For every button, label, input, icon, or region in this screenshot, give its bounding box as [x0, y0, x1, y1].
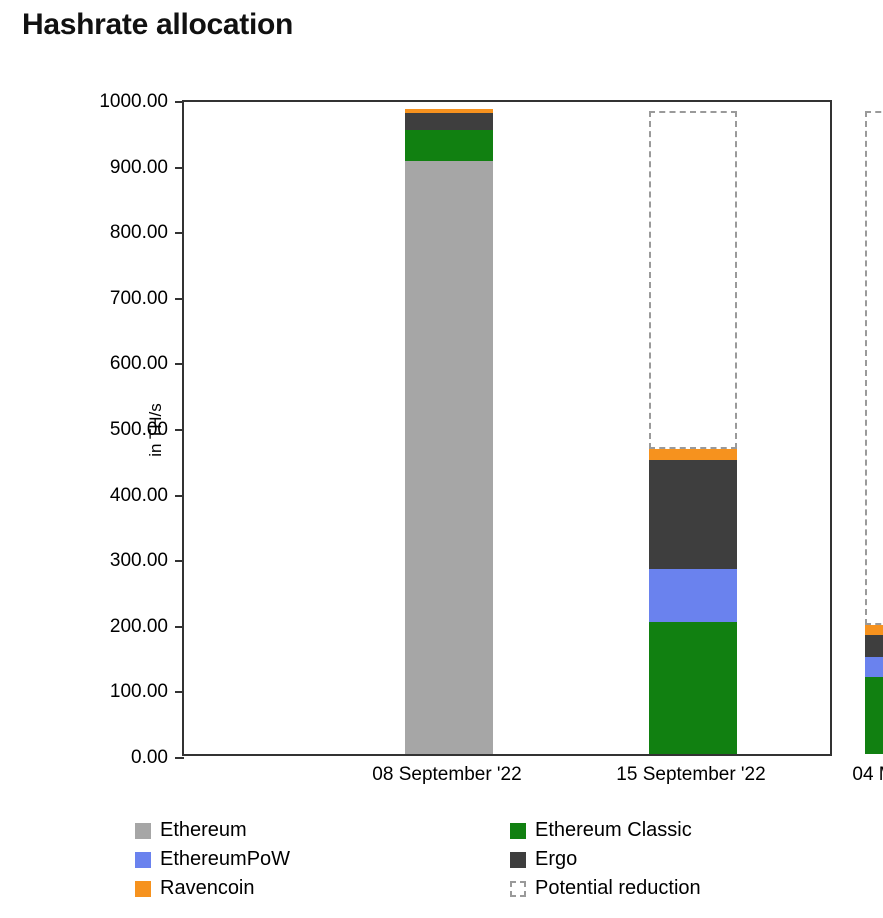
bar-segment-ergo[interactable]	[405, 113, 493, 131]
legend-item-potential-reduction[interactable]: Potential reduction	[510, 877, 835, 900]
bar-segment-ravencoin[interactable]	[405, 109, 493, 114]
x-axis-tick-label: 15 September '22	[616, 764, 766, 785]
legend-swatch-icon	[135, 851, 151, 868]
legend-swatch-icon	[135, 822, 151, 839]
tick-mark	[175, 429, 184, 431]
tick-mark	[175, 166, 184, 169]
potential-reduction-outline	[649, 111, 737, 449]
tick-mark	[175, 232, 184, 235]
tick-mark	[175, 691, 184, 694]
y-axis-tick-label: 200.00	[109, 615, 168, 637]
legend-label: EthereumPoW	[160, 848, 291, 870]
tick-mark	[175, 101, 184, 103]
bar-segment-ethereum-classic[interactable]	[649, 622, 737, 754]
y-axis-tick-label: 500.00	[109, 419, 168, 440]
chart-legend: Ethereum Ethereum Classic EthereumPoW Ergo R…	[135, 816, 835, 903]
y-axis-tick-label: 900.00	[109, 156, 168, 178]
bar-segment-ethereum[interactable]	[405, 160, 493, 754]
potential-reduction-outline	[865, 111, 883, 625]
legend-label: Potential reduction	[535, 877, 701, 899]
legend-label: Ethereum Classic	[535, 819, 692, 841]
bar-stack	[649, 449, 737, 754]
legend-item-ethereum-classic[interactable]: Ethereum Classic	[510, 819, 835, 842]
legend-item-ravencoin[interactable]: Ravencoin	[135, 877, 510, 900]
bar-segment-ravencoin[interactable]	[865, 624, 883, 636]
y-axis-tick-label: 400.00	[109, 484, 168, 506]
bar-segment-ethereumpow[interactable]	[865, 656, 883, 678]
legend-label: Ravencoin	[160, 877, 255, 899]
x-axis-tick-label: 04 March '23	[852, 764, 883, 785]
bar-group	[405, 98, 493, 754]
bar-stack	[405, 109, 493, 754]
tick-mark	[175, 625, 184, 628]
legend-swatch-icon	[510, 880, 526, 897]
bar-stack	[865, 624, 883, 754]
tick-mark	[175, 757, 184, 759]
tick-mark	[175, 363, 184, 366]
y-axis-tick-label: 300.00	[109, 550, 168, 572]
legend-item-ergo[interactable]: Ergo	[510, 848, 835, 871]
plot-area: in TH/s 1000.00 900.00 800.00 700.00 600.00 5…	[99, 91, 883, 768]
legend-label: Ethereum	[160, 819, 247, 841]
x-axis-tick-label: 08 September '22	[372, 764, 522, 785]
bar-segment-ergo[interactable]	[865, 635, 883, 657]
y-axis-tick-label: 700.00	[109, 287, 168, 309]
y-axis-tick-label: 600.00	[109, 353, 168, 375]
bar-segment-ergo[interactable]	[649, 460, 737, 570]
tick-mark	[175, 494, 184, 497]
page-title: Hashrate allocation	[22, 8, 294, 41]
legend-item-ethereumpow[interactable]: EthereumPoW	[135, 848, 510, 871]
bar-segment-ethereum-classic[interactable]	[865, 677, 883, 754]
legend-swatch-icon	[135, 880, 151, 897]
legend-label: Ergo	[535, 848, 578, 870]
y-axis-tick-label: 1000.00	[99, 91, 168, 112]
bar-segment-ethereum-classic[interactable]	[405, 130, 493, 161]
bar-segment-ethereumpow[interactable]	[649, 569, 737, 623]
legend-item-ethereum[interactable]: Ethereum	[135, 819, 510, 842]
bar-segment-ravencoin[interactable]	[649, 449, 737, 461]
tick-mark	[175, 297, 184, 300]
legend-swatch-icon	[510, 822, 526, 839]
tick-mark	[175, 560, 184, 563]
y-axis-tick-label: 0.00	[131, 747, 168, 768]
legend-swatch-icon	[510, 851, 526, 868]
bar-group	[865, 98, 883, 754]
y-axis-tick-label: 800.00	[109, 222, 168, 244]
bar-group	[649, 98, 737, 754]
y-axis-tick-label: 100.00	[109, 681, 168, 703]
